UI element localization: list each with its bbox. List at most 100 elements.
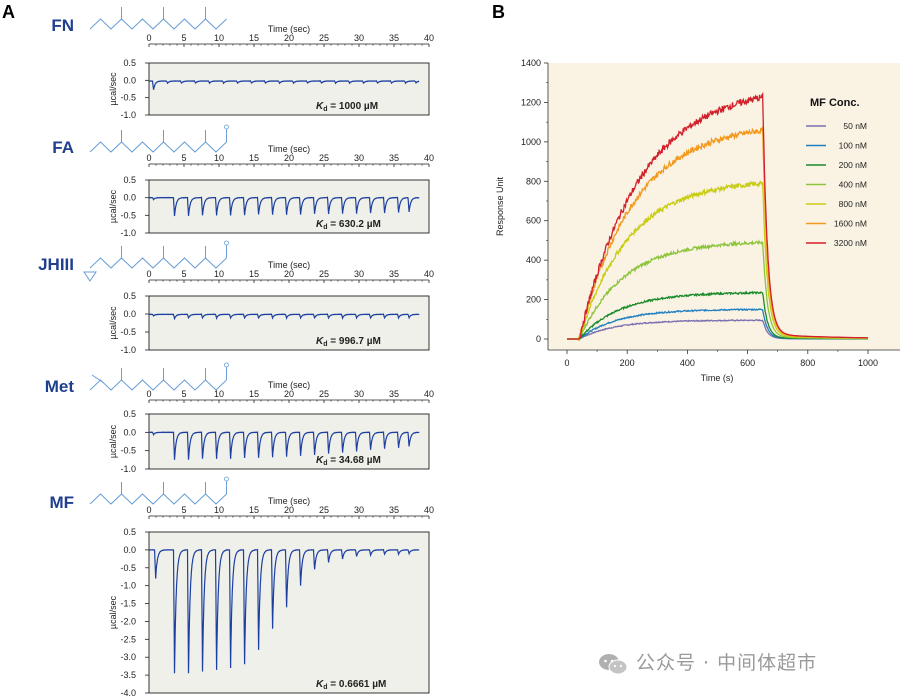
- itc-xtick-label: 15: [249, 153, 259, 163]
- itc-ytick-label: 0.0: [123, 427, 136, 437]
- itc-yaxis-title: µcal/sec: [108, 306, 118, 340]
- itc-xtick-label: 35: [389, 269, 399, 279]
- compound-structure: [89, 362, 229, 391]
- itc-xtick-label: 0: [146, 153, 151, 163]
- kd-annotation: Kd = 0.6661 µM: [316, 679, 386, 691]
- itc-panel-met: Met Time (sec) 0 5 10 15 20 25 30 35 40 0.5 0.0 -0.5 -…: [45, 362, 434, 474]
- itc-ytick-label: -1.0: [120, 228, 136, 238]
- itc-thermogram-line: [148, 80, 420, 90]
- structure-oxygen: [224, 476, 229, 482]
- legend-entry: 200 nM: [839, 160, 867, 170]
- kd-annotation: Kd = 1000 µM: [316, 101, 378, 113]
- itc-ytick-label: -0.5: [120, 210, 136, 220]
- legend-entry: 100 nM: [839, 141, 867, 151]
- itc-xtick-label: 20: [284, 389, 294, 399]
- itc-plot-area: [148, 413, 430, 470]
- itc-ytick-label: -1.5: [120, 599, 136, 609]
- structure-chain: [89, 141, 227, 153]
- itc-xtick-label: 10: [214, 505, 224, 515]
- itc-ytick-label: 0.5: [123, 58, 136, 68]
- compound-structure: [83, 240, 229, 282]
- itc-xtick-label: 5: [181, 269, 186, 279]
- itc-panel-jhiii: JHIII Time (sec) 0 5 10 15 20 25 30 35 40 0.5 0.0 -0.…: [38, 240, 434, 355]
- itc-xtick-label: 20: [284, 505, 294, 515]
- itc-xtick-label: 15: [249, 505, 259, 515]
- itc-ytick-label: -3.5: [120, 670, 136, 680]
- itc-xtick-label: 15: [249, 269, 259, 279]
- watermark: 公众号 · 中间体超市: [598, 648, 817, 675]
- compound-label: MF: [49, 493, 74, 512]
- itc-ytick-label: -1.0: [120, 345, 136, 355]
- itc-ytick-label: 0.0: [123, 545, 136, 555]
- itc-xtick-label: 35: [389, 153, 399, 163]
- compound-structure: [89, 7, 227, 30]
- compound-label: Met: [45, 377, 75, 396]
- itc-xtick-label: 40: [424, 269, 434, 279]
- itc-xtick-label: 25: [319, 389, 329, 399]
- structure-oxygen: [224, 362, 229, 368]
- spr-ytick-label: 1000: [521, 137, 541, 147]
- itc-ytick-label: 0.5: [123, 527, 136, 537]
- spr-ytick-label: 800: [526, 176, 541, 186]
- itc-xtick-label: 20: [284, 153, 294, 163]
- structure-chain: [89, 493, 227, 505]
- itc-yaxis-title: µcal/sec: [108, 189, 118, 223]
- itc-xtick-label: 30: [354, 269, 364, 279]
- itc-ytick-label: 0.5: [123, 291, 136, 301]
- itc-ytick-label: -1.0: [120, 581, 136, 591]
- spr-xaxis-title: Time (s): [701, 373, 734, 383]
- itc-ytick-label: -4.0: [120, 688, 136, 698]
- itc-yaxis-title: µcal/sec: [108, 424, 118, 458]
- spr-xtick-label: 800: [800, 358, 815, 368]
- itc-xaxis-title: Time (sec): [268, 496, 310, 506]
- spr-yaxis-title: Response Unit: [495, 176, 505, 236]
- spr-series-3200-nm: [567, 91, 868, 340]
- spr-xtick-label: 600: [740, 358, 755, 368]
- kd-annotation: Kd = 996.7 µM: [316, 336, 381, 348]
- itc-xtick-label: 15: [249, 33, 259, 43]
- compound-structure: [89, 124, 229, 153]
- spr-ytick-label: 0: [536, 334, 541, 344]
- itc-plot-area: [148, 179, 430, 234]
- itc-xtick-label: 5: [181, 153, 186, 163]
- itc-xaxis-title: Time (sec): [268, 24, 310, 34]
- itc-xaxis-title: Time (sec): [268, 260, 310, 270]
- itc-xtick-label: 25: [319, 505, 329, 515]
- wechat-icon: [599, 653, 628, 674]
- itc-xtick-label: 5: [181, 505, 186, 515]
- itc-panel-mf: MF Time (sec) 0 5 10 15 20 25 30 35 40 0.5 0.0 -0.5 -1…: [49, 476, 434, 698]
- kd-annotation: Kd = 630.2 µM: [316, 219, 381, 231]
- spr-chart: 0 200 400 600 800 1000 1200 1400 0 200 400 600 800 10…: [495, 58, 900, 383]
- legend-entry: 1600 nM: [834, 219, 867, 229]
- itc-thermogram-line: [148, 548, 420, 674]
- legend-title: MF Conc.: [810, 97, 860, 109]
- itc-xtick-label: 35: [389, 389, 399, 399]
- itc-xtick-label: 40: [424, 389, 434, 399]
- spr-ytick-label: 600: [526, 216, 541, 226]
- itc-xtick-label: 30: [354, 389, 364, 399]
- structure-epoxide: [83, 271, 97, 282]
- itc-panel-fa: FA Time (sec) 0 5 10 15 20 25 30 35 40 0.5 0.0 -0.5 -1…: [52, 124, 434, 238]
- structure-chain: [89, 18, 227, 30]
- itc-ytick-label: -2.0: [120, 616, 136, 626]
- itc-ytick-label: -1.0: [120, 464, 136, 474]
- itc-xtick-label: 10: [214, 33, 224, 43]
- structure-oxygen: [224, 240, 229, 246]
- compound-label: FN: [51, 16, 74, 35]
- itc-xtick-label: 30: [354, 153, 364, 163]
- itc-ytick-label: -3.0: [120, 652, 136, 662]
- structure-branch: [91, 374, 105, 384]
- itc-xtick-label: 35: [389, 505, 399, 515]
- spr-xtick-label: 0: [564, 358, 569, 368]
- watermark-text: 公众号 · 中间体超市: [636, 652, 818, 674]
- spr-ytick-label: 200: [526, 295, 541, 305]
- itc-panel-fn: FN Time (sec) 0 5 10 15 20 25 30 35 40 0.5 0.0 -0.5 -1…: [51, 7, 434, 120]
- itc-panels: FN Time (sec) 0 5 10 15 20 25 30 35 40 0.5 0.0 -0.5 -1…: [38, 7, 434, 698]
- itc-thermogram-line: [148, 313, 420, 321]
- itc-plot-area: [148, 62, 430, 116]
- compound-label: JHIII: [38, 255, 74, 274]
- itc-ytick-label: -0.5: [120, 446, 136, 456]
- itc-yaxis-title: µcal/sec: [108, 72, 118, 106]
- itc-yaxis-title: µcal/sec: [108, 595, 118, 629]
